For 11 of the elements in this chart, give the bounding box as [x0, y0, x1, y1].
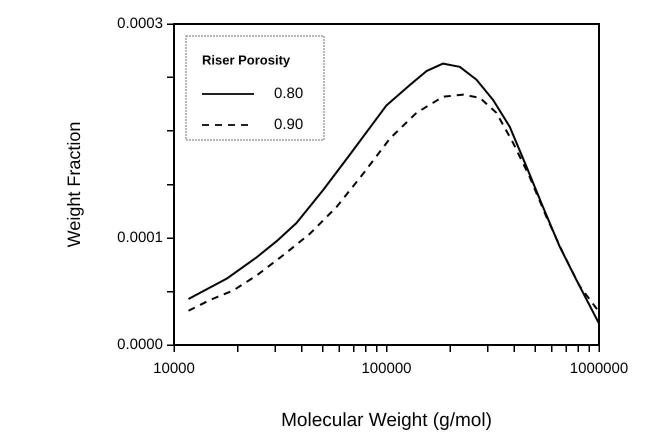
legend-label: 0.90	[274, 116, 304, 134]
legend-title: Riser Porosity	[202, 52, 291, 68]
x-tick-label: 1000000	[570, 360, 628, 378]
y-tick-label: 0.0000	[117, 336, 163, 354]
legend-label: 0.80	[274, 85, 304, 102]
x-tick-label: 10000	[153, 360, 195, 378]
y-axis-title: Weight Fraction	[64, 122, 84, 248]
y-tick-label: 0.0003	[117, 15, 163, 32]
x-tick-label: 100000	[361, 360, 412, 378]
y-tick-label: 0.0001	[117, 229, 163, 246]
x-axis-title: Molecular Weight (g/mol)	[281, 410, 492, 431]
